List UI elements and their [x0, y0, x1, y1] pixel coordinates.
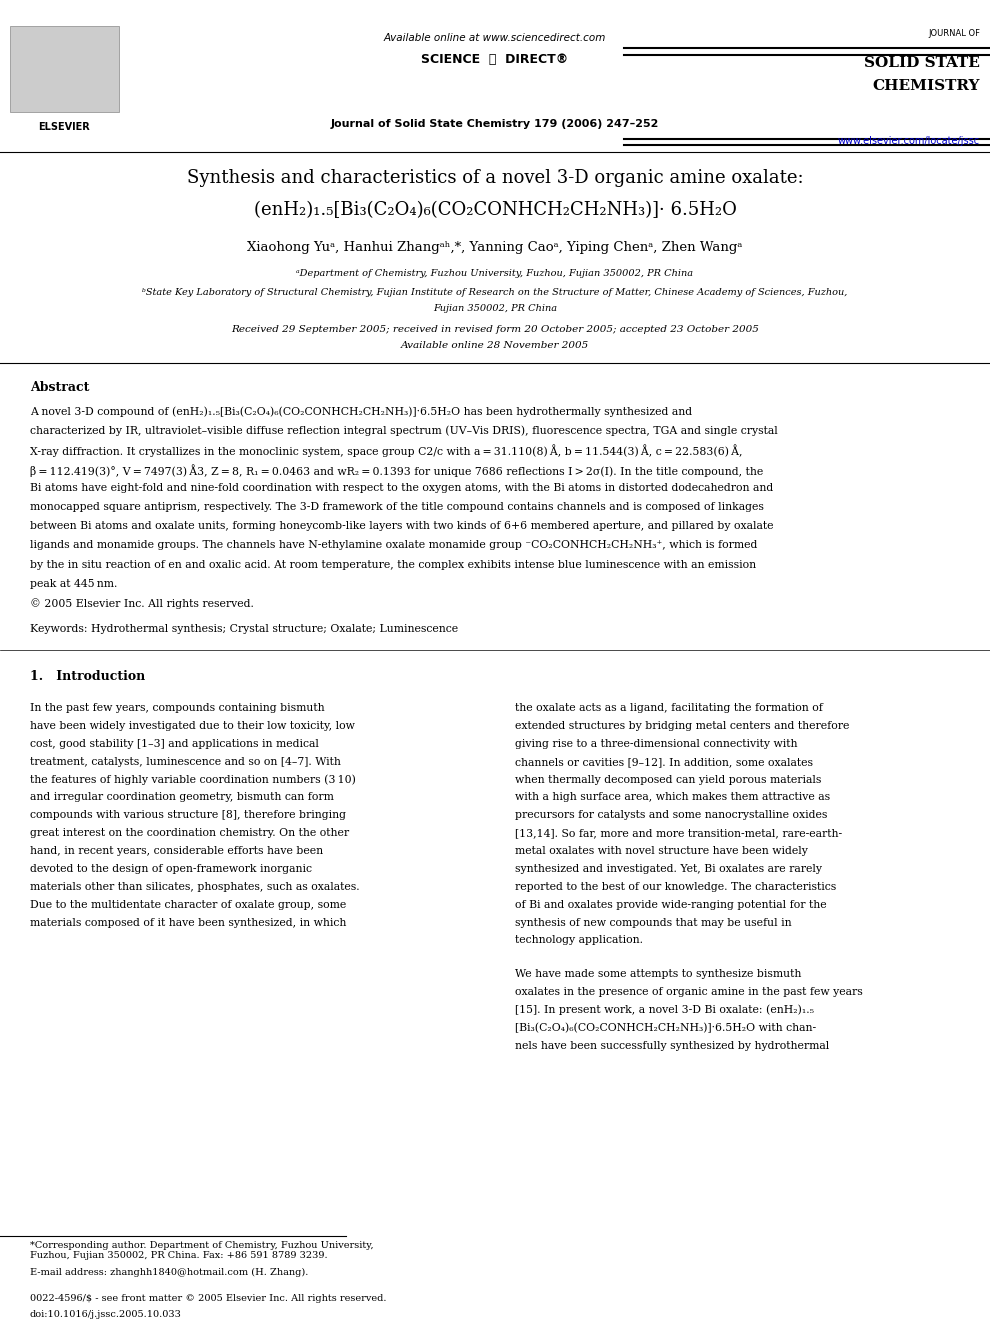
Text: [Bi₃(C₂O₄)₆(CO₂CONHCH₂CH₂NH₃)]·6.5H₂O with chan-: [Bi₃(C₂O₄)₆(CO₂CONHCH₂CH₂NH₃)]·6.5H₂O wi… [515, 1023, 815, 1033]
Text: © 2005 Elsevier Inc. All rights reserved.: © 2005 Elsevier Inc. All rights reserved… [30, 598, 254, 609]
Text: Keywords: Hydrothermal synthesis; Crystal structure; Oxalate; Luminescence: Keywords: Hydrothermal synthesis; Crysta… [30, 623, 458, 634]
Text: oxalates in the presence of organic amine in the past few years: oxalates in the presence of organic amin… [515, 987, 862, 998]
Text: *Corresponding author. Department of Chemistry, Fuzhou University,
Fuzhou, Fujia: *Corresponding author. Department of Che… [30, 1241, 373, 1261]
Text: β = 112.419(3)°, V = 7497(3) Å3, Z = 8, R₁ = 0.0463 and wR₂ = 0.1393 for unique : β = 112.419(3)°, V = 7497(3) Å3, Z = 8, … [30, 463, 763, 476]
Text: giving rise to a three-dimensional connectivity with: giving rise to a three-dimensional conne… [515, 738, 798, 749]
Text: ligands and monamide groups. The channels have N-ethylamine oxalate monamide gro: ligands and monamide groups. The channel… [30, 540, 757, 550]
Text: Due to the multidentate character of oxalate group, some: Due to the multidentate character of oxa… [30, 900, 346, 910]
Text: characterized by IR, ultraviolet–visible diffuse reflection integral spectrum (U: characterized by IR, ultraviolet–visible… [30, 426, 778, 435]
Text: and irregular coordination geometry, bismuth can form: and irregular coordination geometry, bis… [30, 792, 333, 803]
Text: We have made some attempts to synthesize bismuth: We have made some attempts to synthesize… [515, 968, 802, 979]
Text: materials other than silicates, phosphates, such as oxalates.: materials other than silicates, phosphat… [30, 881, 359, 892]
Text: precursors for catalysts and some nanocrystalline oxides: precursors for catalysts and some nanocr… [515, 810, 827, 820]
Text: channels or cavities [9–12]. In addition, some oxalates: channels or cavities [9–12]. In addition… [515, 757, 812, 767]
Text: cost, good stability [1–3] and applications in medical: cost, good stability [1–3] and applicati… [30, 738, 318, 749]
Text: Synthesis and characteristics of a novel 3-D organic amine oxalate:: Synthesis and characteristics of a novel… [186, 169, 804, 188]
Text: Journal of Solid State Chemistry 179 (2006) 247–252: Journal of Solid State Chemistry 179 (20… [330, 119, 659, 130]
Text: of Bi and oxalates provide wide-ranging potential for the: of Bi and oxalates provide wide-ranging … [515, 900, 826, 910]
Text: Available online 28 November 2005: Available online 28 November 2005 [401, 341, 589, 351]
Text: Available online at www.sciencedirect.com: Available online at www.sciencedirect.co… [384, 33, 606, 44]
Text: technology application.: technology application. [515, 935, 643, 946]
Text: ELSEVIER: ELSEVIER [39, 122, 90, 132]
Text: between Bi atoms and oxalate units, forming honeycomb-like layers with two kinds: between Bi atoms and oxalate units, form… [30, 521, 773, 532]
Text: hand, in recent years, considerable efforts have been: hand, in recent years, considerable effo… [30, 845, 322, 856]
Text: E-mail address: zhanghh1840@hotmail.com (H. Zhang).: E-mail address: zhanghh1840@hotmail.com … [30, 1267, 309, 1277]
Text: synthesized and investigated. Yet, Bi oxalates are rarely: synthesized and investigated. Yet, Bi ox… [515, 864, 821, 875]
Text: ᵇState Key Laboratory of Structural Chemistry, Fujian Institute of Research on t: ᵇState Key Laboratory of Structural Chem… [142, 288, 848, 298]
Text: ᵃDepartment of Chemistry, Fuzhou University, Fuzhou, Fujian 350002, PR China: ᵃDepartment of Chemistry, Fuzhou Univers… [297, 269, 693, 278]
Text: synthesis of new compounds that may be useful in: synthesis of new compounds that may be u… [515, 917, 792, 927]
Text: peak at 445 nm.: peak at 445 nm. [30, 578, 117, 589]
Text: by the in situ reaction of en and oxalic acid. At room temperature, the complex : by the in situ reaction of en and oxalic… [30, 560, 756, 570]
Text: Bi atoms have eight-fold and nine-fold coordination with respect to the oxygen a: Bi atoms have eight-fold and nine-fold c… [30, 483, 773, 493]
Text: extended structures by bridging metal centers and therefore: extended structures by bridging metal ce… [515, 721, 849, 732]
Text: monocapped square antiprism, respectively. The 3-D framework of the title compou: monocapped square antiprism, respectivel… [30, 501, 764, 512]
Text: CHEMISTRY: CHEMISTRY [873, 79, 980, 94]
Text: JOURNAL OF: JOURNAL OF [929, 29, 980, 38]
Text: when thermally decomposed can yield porous materials: when thermally decomposed can yield poro… [515, 774, 821, 785]
Text: metal oxalates with novel structure have been widely: metal oxalates with novel structure have… [515, 845, 807, 856]
Text: A novel 3-D compound of (enH₂)₁.₅[Bi₃(C₂O₄)₆(CO₂CONHCH₂CH₂NH₃)]·6.5H₂O has been : A novel 3-D compound of (enH₂)₁.₅[Bi₃(C₂… [30, 406, 691, 417]
Text: doi:10.1016/j.jssc.2005.10.033: doi:10.1016/j.jssc.2005.10.033 [30, 1310, 182, 1319]
Text: nels have been successfully synthesized by hydrothermal: nels have been successfully synthesized … [515, 1040, 829, 1050]
Text: Received 29 September 2005; received in revised form 20 October 2005; accepted 2: Received 29 September 2005; received in … [231, 325, 759, 335]
Text: SCIENCE  ⓐ  DIRECT®: SCIENCE ⓐ DIRECT® [422, 53, 568, 66]
Text: have been widely investigated due to their low toxicity, low: have been widely investigated due to the… [30, 721, 354, 732]
Text: 0022-4596/$ - see front matter © 2005 Elsevier Inc. All rights reserved.: 0022-4596/$ - see front matter © 2005 El… [30, 1294, 386, 1303]
Text: treatment, catalysts, luminescence and so on [4–7]. With: treatment, catalysts, luminescence and s… [30, 757, 340, 767]
Text: compounds with various structure [8], therefore bringing: compounds with various structure [8], th… [30, 810, 345, 820]
Text: devoted to the design of open-framework inorganic: devoted to the design of open-framework … [30, 864, 311, 875]
Text: reported to the best of our knowledge. The characteristics: reported to the best of our knowledge. T… [515, 881, 836, 892]
Text: with a high surface area, which makes them attractive as: with a high surface area, which makes th… [515, 792, 830, 803]
Text: Fujian 350002, PR China: Fujian 350002, PR China [433, 304, 558, 314]
Text: great interest on the coordination chemistry. On the other: great interest on the coordination chemi… [30, 828, 349, 839]
Text: In the past few years, compounds containing bismuth: In the past few years, compounds contain… [30, 703, 324, 713]
Text: 1.   Introduction: 1. Introduction [30, 669, 145, 683]
Text: the features of highly variable coordination numbers (3 10): the features of highly variable coordina… [30, 774, 355, 785]
Text: the oxalate acts as a ligand, facilitating the formation of: the oxalate acts as a ligand, facilitati… [515, 703, 822, 713]
FancyBboxPatch shape [10, 26, 119, 112]
Text: Abstract: Abstract [30, 381, 89, 394]
Text: [13,14]. So far, more and more transition-metal, rare-earth-: [13,14]. So far, more and more transitio… [515, 828, 842, 839]
Text: www.elsevier.com/locate/jssc: www.elsevier.com/locate/jssc [838, 136, 980, 147]
Text: Xiaohong Yuᵃ, Hanhui Zhangᵃʰ,*, Yanning Caoᵃ, Yiping Chenᵃ, Zhen Wangᵃ: Xiaohong Yuᵃ, Hanhui Zhangᵃʰ,*, Yanning … [247, 241, 743, 254]
Text: (enH₂)₁.₅[Bi₃(C₂O₄)₆(CO₂CONHCH₂CH₂NH₃)]· 6.5H₂O: (enH₂)₁.₅[Bi₃(C₂O₄)₆(CO₂CONHCH₂CH₂NH₃)]·… [254, 201, 736, 220]
Text: SOLID STATE: SOLID STATE [864, 56, 980, 70]
Text: materials composed of it have been synthesized, in which: materials composed of it have been synth… [30, 917, 346, 927]
Text: [15]. In present work, a novel 3-D Bi oxalate: (enH₂)₁.₅: [15]. In present work, a novel 3-D Bi ox… [515, 1004, 813, 1015]
Text: X-ray diffraction. It crystallizes in the monoclinic system, space group C2/c wi: X-ray diffraction. It crystallizes in th… [30, 445, 742, 458]
